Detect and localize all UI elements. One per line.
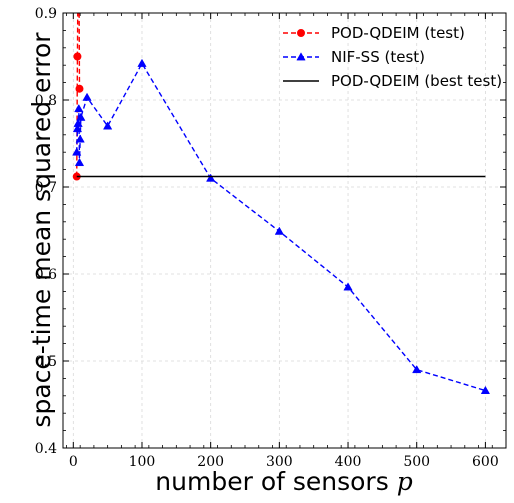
plot-frame — [62, 12, 507, 449]
legend-label: NIF-SS (test) — [331, 48, 425, 66]
data-point — [76, 112, 86, 121]
data-point — [73, 118, 83, 127]
data-point — [480, 385, 491, 394]
data-point — [206, 173, 216, 182]
legend: POD-QDEIM (test) NIF-SS (test) POD-QDEIM (… — [283, 24, 502, 90]
series-line — [76, 13, 81, 177]
x-tick-label: 100 — [129, 454, 156, 470]
x-tick-label: 500 — [403, 454, 430, 470]
series-layer — [72, 13, 491, 394]
legend-marker — [297, 29, 305, 37]
x-tick-label: 600 — [472, 454, 499, 470]
y-tick-label: 0.7 — [35, 180, 57, 196]
series-line — [76, 62, 486, 392]
data-point — [137, 58, 147, 67]
y-tick-label: 0.9 — [35, 6, 57, 22]
x-tick-label: 400 — [335, 454, 362, 470]
data-point — [74, 157, 85, 167]
y-tick-label: 0.8 — [35, 93, 57, 109]
series-1 — [72, 13, 84, 181]
series-2 — [72, 58, 491, 394]
legend-label: POD-QDEIM (test) — [331, 24, 465, 42]
data-point — [72, 124, 83, 133]
data-point — [74, 103, 84, 113]
data-point — [82, 92, 92, 101]
data-point — [72, 147, 82, 156]
data-point — [103, 121, 113, 130]
x-axis-title-text: number of sensors — [155, 467, 388, 496]
data-point — [75, 134, 85, 143]
data-point — [343, 282, 353, 291]
y-tick-label: 0.5 — [35, 354, 57, 370]
legend-label: POD-QDEIM (best test) — [331, 72, 502, 90]
x-tick-label: 200 — [197, 454, 224, 470]
legend-entry: NIF-SS (test) — [283, 48, 425, 66]
y-tick-label: 0.6 — [35, 267, 57, 283]
legend-entry: POD-QDEIM (test) — [283, 24, 465, 42]
ticks-layer: 0 100 200 300 400 500 600 0.4 0.5 0.6 0.7 0.8 0.9 — [35, 6, 506, 470]
data-point — [412, 364, 422, 374]
y-tick-label: 0.4 — [35, 441, 57, 457]
data-point — [274, 226, 284, 235]
data-point — [75, 84, 84, 93]
legend-marker — [296, 52, 306, 61]
data-point — [73, 52, 82, 61]
y-axis-title: space-time mean squared error — [27, 32, 56, 428]
x-tick-label: 0 — [69, 454, 78, 470]
x-tick-label: 300 — [266, 454, 293, 470]
legend-entry: POD-QDEIM (best test) — [283, 72, 502, 90]
x-axis-title: number of sensors p — [155, 467, 412, 496]
x-axis-variable: p — [397, 467, 413, 496]
